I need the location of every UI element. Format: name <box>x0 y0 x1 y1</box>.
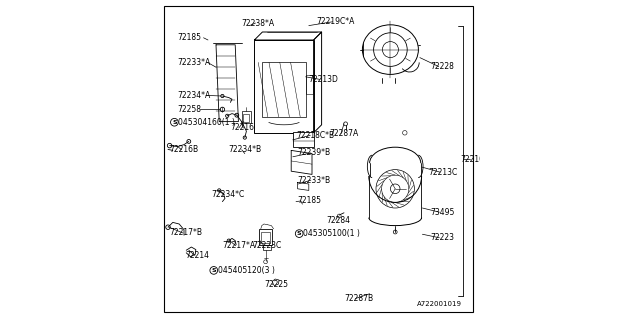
Text: 72214: 72214 <box>186 251 210 260</box>
Text: 72217*B: 72217*B <box>170 228 203 237</box>
Text: 72287B: 72287B <box>344 294 373 303</box>
Bar <box>263 245 271 250</box>
Text: 045405120(3 ): 045405120(3 ) <box>218 266 275 275</box>
Bar <box>259 229 272 245</box>
Bar <box>243 114 249 122</box>
Text: 72239*B: 72239*B <box>298 148 331 157</box>
Text: 72213C: 72213C <box>429 168 458 177</box>
Text: 72238*A: 72238*A <box>242 19 275 28</box>
Text: 72234*A: 72234*A <box>178 91 211 100</box>
Text: 045305100(1 ): 045305100(1 ) <box>303 229 360 238</box>
Bar <box>262 62 306 117</box>
Text: 72217*A: 72217*A <box>223 241 255 250</box>
Bar <box>242 111 251 123</box>
Text: 72225: 72225 <box>264 280 288 289</box>
Text: 72233*B: 72233*B <box>298 176 331 185</box>
Text: 72234*C: 72234*C <box>211 190 244 199</box>
Text: 73495: 73495 <box>430 208 455 217</box>
Text: 72234*B: 72234*B <box>229 145 262 154</box>
Bar <box>306 75 313 94</box>
Text: 72287A: 72287A <box>330 129 359 138</box>
Text: 72213D: 72213D <box>308 75 338 84</box>
Text: 72216B: 72216B <box>170 145 199 154</box>
Text: 045304160(1 ): 045304160(1 ) <box>178 118 235 127</box>
Text: 72218C*B: 72218C*B <box>296 131 334 140</box>
Text: 72284: 72284 <box>326 216 351 225</box>
Text: S: S <box>172 120 177 125</box>
Text: 72223: 72223 <box>430 233 454 242</box>
Text: 72216: 72216 <box>230 124 255 132</box>
Bar <box>254 40 314 133</box>
Bar <box>261 232 270 243</box>
Bar <box>292 132 314 147</box>
Text: A722001019: A722001019 <box>417 301 462 307</box>
Text: 72210: 72210 <box>461 155 485 164</box>
Text: S: S <box>297 231 301 236</box>
Text: 72258: 72258 <box>178 105 202 114</box>
Text: 72185: 72185 <box>178 33 202 42</box>
Text: 72233*A: 72233*A <box>178 58 211 67</box>
Text: S: S <box>211 268 216 273</box>
Text: 72185: 72185 <box>298 196 322 205</box>
Text: 72223C: 72223C <box>253 241 282 250</box>
Text: 72219C*A: 72219C*A <box>317 17 355 26</box>
Text: 72228: 72228 <box>430 62 454 71</box>
